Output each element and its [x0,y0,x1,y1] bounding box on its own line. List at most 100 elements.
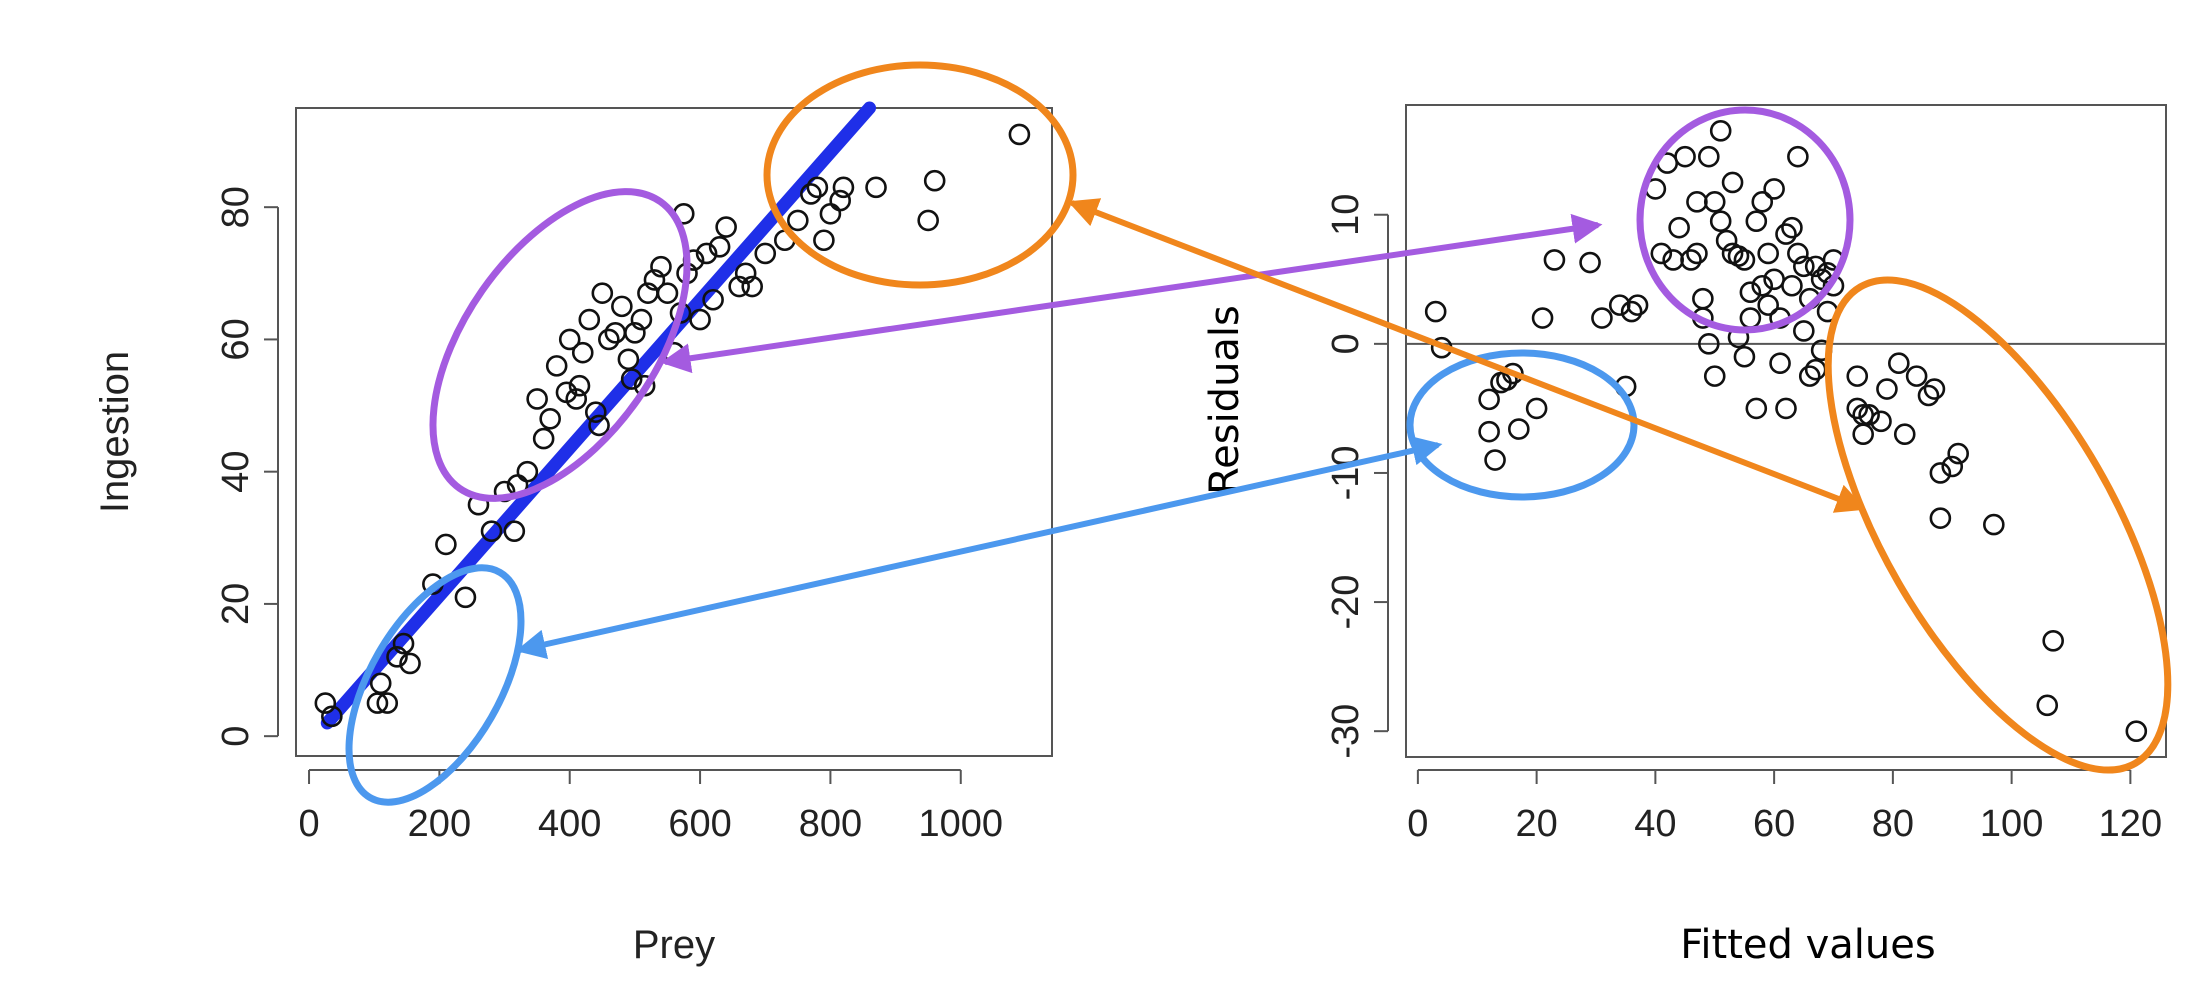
data-points [1424,120,2148,742]
data-point [2036,694,2059,717]
data-point [1929,462,1952,484]
data-point [1531,307,1554,329]
data-point [1793,320,1815,342]
data-point [539,407,561,430]
data-point [386,646,408,668]
data-point [2042,630,2064,652]
data-point [787,209,809,232]
data-point [1709,120,1732,142]
data-point [656,282,679,304]
data-point [813,229,835,252]
x-tick-label: 600 [668,803,731,845]
x-tick-label: 40 [1634,803,1676,845]
data-point [1745,397,1768,420]
plot-frame [1405,104,2167,758]
data-point [532,427,555,450]
data-point [503,520,526,542]
data-point [1781,274,1803,297]
data-point [1983,513,2005,536]
data-point [1698,145,1720,168]
y-tick-label: -10 [1325,445,1367,500]
data-point [800,183,822,205]
data-point [1703,191,1726,213]
data-point [1674,145,1696,168]
y-tick-label: 0 [1325,333,1367,354]
x-axis: 0 20 40 60 80 100 120 [1407,769,2162,845]
x-tick-label: 400 [538,803,601,845]
data-point [1668,216,1690,239]
data-point [392,632,415,655]
y-axis-title: Residuals [1202,305,1248,495]
data-point [624,322,646,344]
y-axis: -30 -20 -10 0 10 [1325,194,1389,759]
data-point [454,586,477,609]
data-point [917,209,939,232]
data-point [545,355,568,377]
data-point [1686,191,1708,213]
data-point [1745,210,1768,232]
data-point [584,401,607,423]
annotation-arrows [515,198,1867,660]
x-tick-label: 60 [1753,803,1795,845]
data-point [1923,378,1946,400]
y-tick-label: 40 [215,451,257,493]
data-point [1852,423,1874,446]
y-tick-label: 10 [1325,194,1367,236]
y-tick-label: -30 [1325,704,1367,759]
data-point [588,414,610,437]
data-point [1484,449,1506,471]
x-tick-label: 100 [1980,803,2043,845]
annotation-ellipses [345,61,2172,806]
data-point [568,374,591,397]
y-tick-label: 60 [215,318,257,360]
data-point [832,176,855,199]
data-point [617,348,640,371]
data-point [715,216,737,238]
purple-ellipse-mid-prey [429,188,691,502]
data-point [1888,352,1910,375]
y-tick-label: 20 [215,583,257,625]
data-point [1929,507,1952,529]
data-point [1478,388,1500,411]
data-point [1751,191,1774,213]
data-point [1525,397,1548,420]
data-point [1733,345,1756,368]
x-tick-label: 80 [1872,803,1914,845]
data-point [1739,307,1762,329]
data-point [591,282,614,304]
data-point [1905,365,1928,387]
data-point [1769,352,1791,375]
x-tick-label: 800 [799,803,862,845]
data-point [829,189,851,212]
data-point [1008,123,1031,146]
data-point [571,341,594,364]
data-point [1579,251,1601,274]
y-tick-label: 0 [215,726,257,747]
data-point [565,388,588,410]
data-point [366,692,389,714]
data-point [480,520,503,542]
y-tick-label: -20 [1325,575,1367,630]
data-point [1941,455,1964,478]
ingestion-vs-prey-plot: 0 200 400 600 800 1000 0 20 40 60 80 Prey Ingesti… [93,101,1053,967]
data-point [1870,410,1892,433]
data-point [376,692,399,714]
data-point [865,176,887,199]
data-point [369,672,392,695]
orange-ellipse-high-fitted [1824,276,2172,774]
y-axis-title: Ingestion [93,351,137,513]
data-point [1424,300,1447,323]
blue-ellipse-low-prey [345,564,525,806]
x-axis-title: Prey [633,923,715,967]
data-point [321,705,343,728]
plot-frame [295,107,1053,757]
data-point [558,328,581,351]
x-tick-label: 0 [1407,803,1428,845]
data-point [819,202,842,225]
blue-double-arrow [515,435,1443,660]
x-tick-label: 1000 [918,803,1003,845]
data-point [1763,178,1785,200]
data-point [630,308,653,331]
x-axis: 0 200 400 600 800 1000 [298,769,1003,845]
